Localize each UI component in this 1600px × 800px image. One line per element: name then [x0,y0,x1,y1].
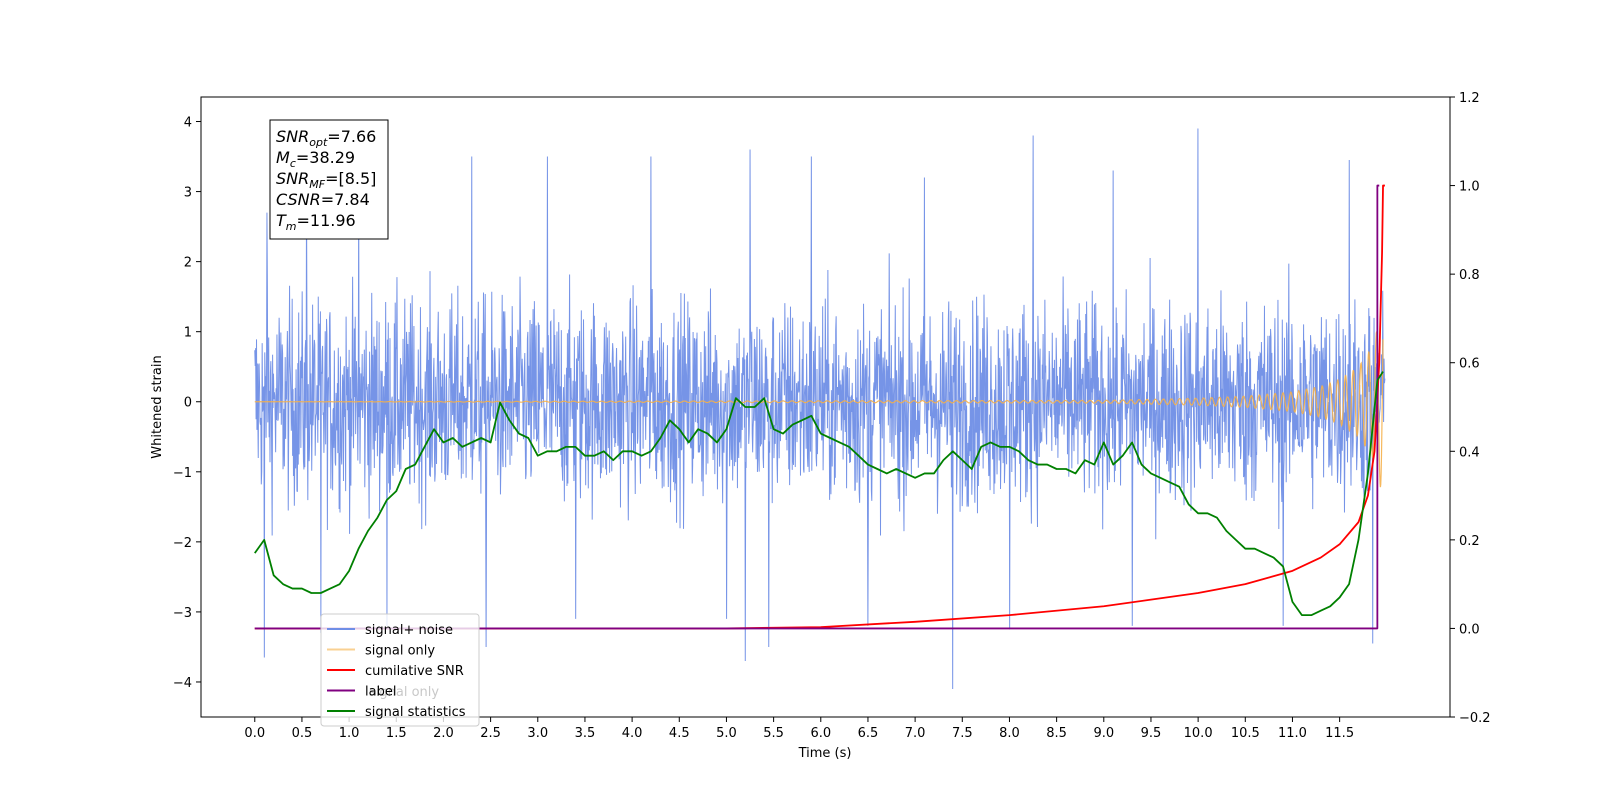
y-right-tick-label: 0.8 [1459,268,1480,283]
y-right-tick-label: 0.6 [1459,357,1480,372]
x-tick-label: 11.5 [1325,726,1354,741]
y-left-tick-label: −2 [173,536,192,551]
y-axis-label: Whitened strain [150,355,165,458]
x-tick-label: 6.5 [858,726,879,741]
y-left-tick-label: −3 [173,606,192,621]
x-tick-label: 6.0 [810,726,831,741]
annotation-line: Mc=38.29 [276,148,355,170]
x-tick-label: 4.5 [669,726,690,741]
legend-entry-label: signal statistics [365,705,466,720]
x-tick-label: 5.0 [716,726,737,741]
annotation-box: SNRopt=7.66Mc=38.29SNRMF=[8.5]CSNR=7.84T… [270,120,388,239]
annotation-line: CSNR=7.84 [276,190,370,209]
x-axis-label: Time (s) [798,746,852,761]
y-left-tick-label: −1 [173,466,192,481]
x-tick-label: 7.5 [952,726,973,741]
x-tick-label: 5.5 [763,726,784,741]
y-left-tick-label: 2 [184,256,192,271]
legend-entry-label: signal+ noise [365,623,453,638]
y-right-tick-label: −0.2 [1459,711,1491,726]
y-left-tick-label: 4 [184,116,192,131]
legend-entry-label: label [365,685,396,700]
x-tick-label: 3.0 [527,726,548,741]
x-tick-label: 10.0 [1184,726,1213,741]
legend-entry-label: signal only [365,644,435,659]
annotation-line: SNRMF=[8.5] [276,169,376,191]
x-tick-label: 9.5 [1141,726,1162,741]
y-left-tick-label: 1 [184,326,192,341]
y-right-tick-label: 1.2 [1459,91,1480,106]
x-tick-label: 4.0 [622,726,643,741]
y-right-tick-label: 0.4 [1459,445,1480,460]
x-tick-label: 3.5 [575,726,596,741]
x-tick-label: 8.5 [1046,726,1067,741]
x-tick-label: 11.0 [1278,726,1307,741]
y-left-tick-label: 0 [184,396,192,411]
y-left-tick-label: 3 [184,186,192,201]
x-tick-label: 0.0 [244,726,265,741]
x-tick-label: 10.5 [1231,726,1260,741]
y-right-tick-label: 0.2 [1459,534,1480,549]
y-right-tick-label: 1.0 [1459,180,1480,195]
x-tick-label: 7.0 [905,726,926,741]
y-left-tick-label: −4 [173,676,192,691]
legend-entry-label: cumilative SNR [365,664,464,679]
x-tick-label: 2.0 [433,726,454,741]
y-right-tick-label: 0.0 [1459,622,1480,637]
x-tick-label: 9.0 [1093,726,1114,741]
signal-noise-line [255,129,1385,689]
x-tick-label: 8.0 [999,726,1020,741]
x-tick-label: 2.5 [480,726,501,741]
x-tick-label: 1.0 [339,726,360,741]
x-tick-label: 0.5 [292,726,313,741]
x-tick-label: 1.5 [386,726,407,741]
